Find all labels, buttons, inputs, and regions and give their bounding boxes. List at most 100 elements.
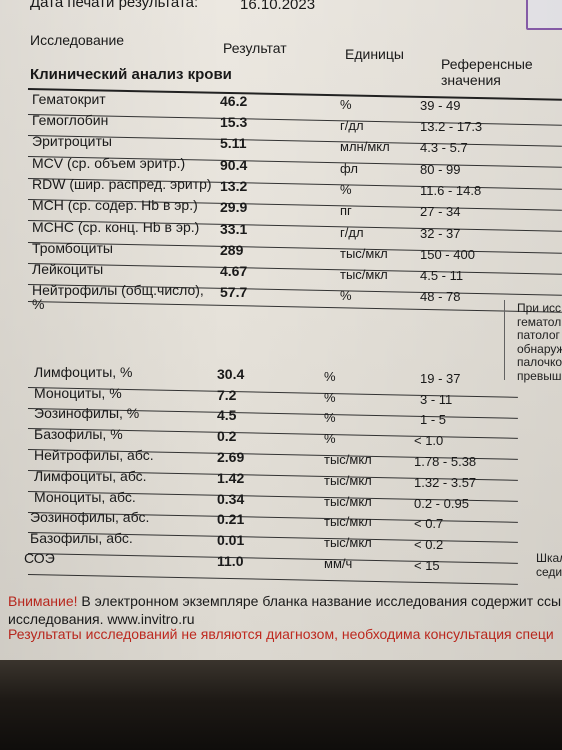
purple-frame-corner <box>526 0 562 30</box>
row-13-name: Базофилы, % <box>34 425 123 442</box>
print-date-label: Дата печати результата: <box>30 0 199 11</box>
row-6-name: MCHC (ср. конц. Hb в эр.) <box>32 218 200 235</box>
row-9-name-cont: % <box>32 295 45 312</box>
soe-note-line: седи <box>536 565 562 579</box>
row-9-value: 57.7 <box>220 284 248 301</box>
row-18-name: Базофилы, абс. <box>30 529 133 546</box>
row-2-unit: млн/мкл <box>340 138 390 154</box>
row-3-name: MCV (ср. объем эритр.) <box>32 154 186 171</box>
row-9-unit: % <box>340 287 352 303</box>
row-14-ref: 1.78 - 5.38 <box>414 454 477 470</box>
row-7-rule <box>27 263 562 275</box>
row-17-name: Эозинофилы, абс. <box>30 508 150 525</box>
side-note-line: патолог <box>517 328 560 342</box>
row-2-value: 5.11 <box>220 135 247 152</box>
row-9-ref: 48 - 78 <box>420 289 461 305</box>
side-note-line: обнаруж <box>517 341 562 356</box>
print-date: 16.10.2023 <box>240 0 316 13</box>
section-rule <box>27 88 562 101</box>
row-5-value: 29.9 <box>220 199 248 216</box>
row-4-value: 13.2 <box>220 178 248 195</box>
row-1-ref: 13.2 - 17.3 <box>420 119 483 135</box>
row-13-ref: < 1.0 <box>414 433 444 449</box>
row-6-unit: г/дл <box>340 224 364 240</box>
row-3-ref: 80 - 99 <box>420 162 461 178</box>
row-3-value: 90.4 <box>220 157 248 174</box>
row-11-ref: 3 - 11 <box>420 392 453 408</box>
col-header-units: Единицы <box>345 46 404 62</box>
row-10-name: Лимфоциты, % <box>34 363 133 380</box>
row-13-value: 0.2 <box>217 428 237 445</box>
row-7-ref: 150 - 400 <box>420 247 475 263</box>
lab-report-sheet: Дата печати результата: 16.10.2023 Иссле… <box>0 0 562 680</box>
row-15-name: Лимфоциты, абс. <box>34 467 147 484</box>
row-0-ref: 39 - 49 <box>420 98 461 114</box>
row-19-unit: мм/ч <box>324 556 353 572</box>
row-3-unit: фл <box>340 160 358 176</box>
footer-attention-line2: исследования. www.invitro.ru <box>8 611 195 627</box>
row-11-unit: % <box>324 390 336 406</box>
row-9-rule <box>27 301 562 313</box>
row-16-ref: 0.2 - 0.95 <box>414 496 469 512</box>
row-17-value: 0.21 <box>217 511 245 528</box>
row-9-name: Нейтрофилы (общ.число), <box>32 281 204 298</box>
row-7-value: 289 <box>220 242 244 259</box>
row-18-unit: тыс/мкл <box>324 535 372 551</box>
row-0-unit: % <box>340 96 352 112</box>
footer-attention: Внимание! В электронном экземпляре бланк… <box>8 593 561 609</box>
row-12-unit: % <box>324 410 336 426</box>
row-8-value: 4.67 <box>220 263 248 280</box>
row-1-value: 15.3 <box>220 114 248 131</box>
dark-background <box>0 660 562 750</box>
side-note-divider <box>504 300 505 380</box>
row-15-ref: 1.32 - 3.57 <box>414 475 477 491</box>
row-1-unit: г/дл <box>340 117 364 133</box>
row-19-rule <box>27 574 518 585</box>
row-12-value: 4.5 <box>217 407 237 424</box>
row-10-value: 30.4 <box>217 366 245 383</box>
side-note-line: превыша <box>517 368 562 383</box>
col-header-ref-line1: Референсные <box>441 56 533 72</box>
row-10-unit: % <box>324 369 336 385</box>
row-4-ref: 11.6 - 14.8 <box>420 183 482 199</box>
row-15-unit: тыс/мкл <box>324 473 372 489</box>
col-header-research: Исследование <box>30 32 125 48</box>
row-14-name: Нейтрофилы, абс. <box>34 446 154 463</box>
row-11-name: Моноциты, % <box>34 384 122 401</box>
row-5-unit: пг <box>340 202 352 218</box>
row-8-unit: тыс/мкл <box>340 266 388 282</box>
row-16-value: 0.34 <box>217 491 245 508</box>
row-1-name: Гемоглобин <box>32 111 109 128</box>
row-6-ref: 32 - 37 <box>420 226 461 242</box>
row-19-ref: < 15 <box>414 558 440 574</box>
row-0-name: Гематокрит <box>32 90 106 107</box>
row-18-ref: < 0.2 <box>414 537 444 553</box>
row-8-ref: 4.5 - 11 <box>420 268 464 284</box>
row-5-name: MCH (ср. содер. Hb в эр.) <box>32 196 198 213</box>
row-4-name: RDW (шир. распред. эритр) <box>32 175 212 192</box>
diagnosis-part1: Результаты <box>8 626 82 642</box>
attention-label: Внимание! <box>8 593 78 609</box>
col-header-ref-line2: значения <box>441 72 501 88</box>
row-4-unit: % <box>340 181 352 197</box>
section-title: Клинический анализ крови <box>30 66 232 83</box>
row-14-unit: тыс/мкл <box>324 452 372 468</box>
side-note-line: палочкоя <box>517 355 562 369</box>
row-7-name: Тромбоциты <box>32 239 113 256</box>
soe-note-line: Шкал <box>536 551 562 565</box>
attention-text: В электронном экземпляре бланка название… <box>81 593 562 609</box>
row-7-unit: тыс/мкл <box>340 245 388 261</box>
side-note-line: гематол <box>517 314 562 329</box>
row-17-ref: < 0.7 <box>414 516 444 532</box>
row-11-value: 7.2 <box>217 387 237 404</box>
row-12-name: Эозинофилы, % <box>34 404 140 421</box>
row-5-ref: 27 - 34 <box>420 204 461 220</box>
row-6-value: 33.1 <box>220 221 248 238</box>
row-16-unit: тыс/мкл <box>324 494 372 510</box>
row-13-unit: % <box>324 431 336 447</box>
row-10-ref: 19 - 37 <box>420 371 461 387</box>
row-19-value: 11.0 <box>217 553 244 570</box>
footer-diagnosis: Результаты исследований не являются диаг… <box>8 626 554 642</box>
col-header-result: Результат <box>223 40 287 56</box>
row-18-value: 0.01 <box>217 532 245 549</box>
